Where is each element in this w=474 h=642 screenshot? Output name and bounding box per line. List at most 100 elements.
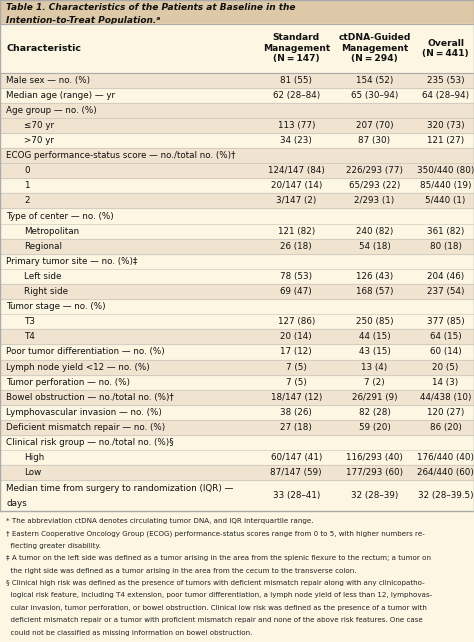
Text: 264/440 (60): 264/440 (60) [417,468,474,477]
Bar [0,360,474,375]
Text: 204 (46): 204 (46) [427,272,464,281]
Text: Type of center — no. (%): Type of center — no. (%) [6,211,114,220]
Text: 26 (18): 26 (18) [281,242,312,251]
Text: Table 1. Characteristics of the Patients at Baseline in the: Table 1. Characteristics of the Patients… [6,3,296,12]
Text: 87/147 (59): 87/147 (59) [271,468,322,477]
Text: 237 (54): 237 (54) [427,287,465,296]
Text: T3: T3 [24,317,35,326]
Text: 3/147 (2): 3/147 (2) [276,196,317,205]
Text: 20 (14): 20 (14) [281,333,312,342]
Text: 7 (2): 7 (2) [364,377,385,386]
Text: 82 (28): 82 (28) [358,408,391,417]
Text: Age group — no. (%): Age group — no. (%) [6,106,97,115]
Text: 0: 0 [24,166,30,175]
Text: 168 (57): 168 (57) [356,287,393,296]
Text: 32 (28–39): 32 (28–39) [351,491,398,500]
Text: 60/147 (41): 60/147 (41) [271,453,322,462]
Text: Left side: Left side [24,272,62,281]
Text: Lymphovascular invasion — no. (%): Lymphovascular invasion — no. (%) [6,408,162,417]
Text: Tumor stage — no. (%): Tumor stage — no. (%) [6,302,106,311]
Bar [0,239,474,254]
Text: 5/440 (1): 5/440 (1) [425,196,466,205]
Text: 32 (28–39.5): 32 (28–39.5) [418,491,474,500]
Text: 250 (85): 250 (85) [356,317,393,326]
Bar [0,24,474,73]
Text: ≤70 yr: ≤70 yr [24,121,55,130]
Text: 226/293 (77): 226/293 (77) [346,166,403,175]
Bar [0,329,474,344]
Text: Primary tumor site — no. (%)‡: Primary tumor site — no. (%)‡ [6,257,137,266]
Text: ctDNA-Guided
Management
(N = 294): ctDNA-Guided Management (N = 294) [338,33,410,64]
Bar [0,0,474,24]
Text: 320 (73): 320 (73) [427,121,465,130]
Text: 54 (18): 54 (18) [358,242,391,251]
Text: † Eastern Cooperative Oncology Group (ECOG) performance-status scores range from: † Eastern Cooperative Oncology Group (EC… [6,530,425,537]
Text: 7 (5): 7 (5) [286,377,307,386]
Text: 154 (52): 154 (52) [356,76,393,85]
Text: cular invasion, tumor perforation, or bowel obstruction. Clinical low risk was d: cular invasion, tumor perforation, or bo… [6,605,427,611]
Text: 121 (27): 121 (27) [427,136,464,145]
Text: 124/147 (84): 124/147 (84) [268,166,325,175]
Text: Bowel obstruction — no./total no. (%)†: Bowel obstruction — no./total no. (%)† [6,393,174,402]
Text: 60 (14): 60 (14) [430,347,461,356]
Text: 62 (28–84): 62 (28–84) [273,91,320,100]
Text: 78 (53): 78 (53) [280,272,312,281]
Text: Deficient mismatch repair — no. (%): Deficient mismatch repair — no. (%) [6,423,165,432]
Text: Tumor perforation — no. (%): Tumor perforation — no. (%) [6,377,130,386]
Text: Median age (range) — yr: Median age (range) — yr [6,91,115,100]
Text: Median time from surgery to randomization (IQR) —: Median time from surgery to randomizatio… [6,484,234,493]
Text: 33 (28–41): 33 (28–41) [273,491,320,500]
Bar [0,193,474,209]
Bar [0,148,474,163]
Bar [0,284,474,299]
Text: >70 yr: >70 yr [24,136,54,145]
Text: 18/147 (12): 18/147 (12) [271,393,322,402]
Text: 361 (82): 361 (82) [427,227,464,236]
Text: 2/293 (1): 2/293 (1) [355,196,394,205]
Text: deficient mismatch repair or a tumor with proficient mismatch repair and none of: deficient mismatch repair or a tumor wit… [6,617,423,623]
Text: logical risk feature, including T4 extension, poor tumor differentiation, a lymp: logical risk feature, including T4 exten… [6,593,432,598]
Text: 113 (77): 113 (77) [277,121,315,130]
Text: 59 (20): 59 (20) [358,423,391,432]
Text: 13 (4): 13 (4) [361,363,388,372]
Text: 87 (30): 87 (30) [358,136,391,145]
Text: 34 (23): 34 (23) [280,136,312,145]
Text: § Clinical high risk was defined as the presence of tumors with deficient mismat: § Clinical high risk was defined as the … [6,580,425,586]
Text: * The abbreviation ctDNA denotes circulating tumor DNA, and IQR interquartile ra: * The abbreviation ctDNA denotes circula… [6,518,314,524]
Text: Overall
(N = 441): Overall (N = 441) [422,39,469,58]
Text: 80 (18): 80 (18) [429,242,462,251]
Text: 86 (20): 86 (20) [429,423,462,432]
Text: days: days [6,499,27,508]
Text: 2: 2 [24,196,30,205]
Text: 235 (53): 235 (53) [427,76,465,85]
Text: High: High [24,453,45,462]
Text: 1: 1 [24,181,30,190]
Text: 177/293 (60): 177/293 (60) [346,468,403,477]
Text: 38 (26): 38 (26) [280,408,312,417]
Text: 7 (5): 7 (5) [286,363,307,372]
Bar [0,73,474,87]
Text: 17 (12): 17 (12) [281,347,312,356]
Text: 81 (55): 81 (55) [280,76,312,85]
Text: 240 (82): 240 (82) [356,227,393,236]
Text: 44 (15): 44 (15) [359,333,390,342]
Text: ‡ A tumor on the left side was defined as a tumor arising in the area from the s: ‡ A tumor on the left side was defined a… [6,555,431,561]
Text: 14 (3): 14 (3) [432,377,459,386]
Text: Metropolitan: Metropolitan [24,227,79,236]
Text: could not be classified as missing information on bowel obstruction.: could not be classified as missing infor… [6,630,253,636]
Bar [0,103,474,118]
Text: 127 (86): 127 (86) [278,317,315,326]
Text: 121 (82): 121 (82) [278,227,315,236]
Text: T4: T4 [24,333,35,342]
Text: Intention-to-Treat Population.ᵃ: Intention-to-Treat Population.ᵃ [6,16,161,25]
Text: 120 (27): 120 (27) [427,408,464,417]
Text: Right side: Right side [24,287,68,296]
Bar [0,465,474,480]
Text: 65/293 (22): 65/293 (22) [349,181,400,190]
Text: 350/440 (80): 350/440 (80) [417,166,474,175]
Text: Clinical risk group — no./total no. (%)§: Clinical risk group — no./total no. (%)§ [6,438,174,447]
Text: 69 (47): 69 (47) [281,287,312,296]
Text: Poor tumor differentiation — no. (%): Poor tumor differentiation — no. (%) [6,347,165,356]
Text: 176/440 (40): 176/440 (40) [417,453,474,462]
Text: 64 (15): 64 (15) [430,333,461,342]
